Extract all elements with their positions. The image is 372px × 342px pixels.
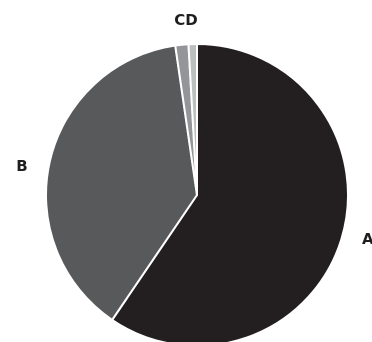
pie-slice-d	[187, 42, 198, 196]
pie-labels: A B CD	[16, 11, 372, 248]
slice-label-b: B	[16, 157, 27, 175]
slice-label-a: A	[362, 230, 372, 248]
pie-slices	[45, 42, 349, 342]
pie-slice-a	[111, 43, 349, 342]
slice-label-cd: CD	[174, 11, 197, 29]
pie-slice-b	[45, 44, 198, 321]
